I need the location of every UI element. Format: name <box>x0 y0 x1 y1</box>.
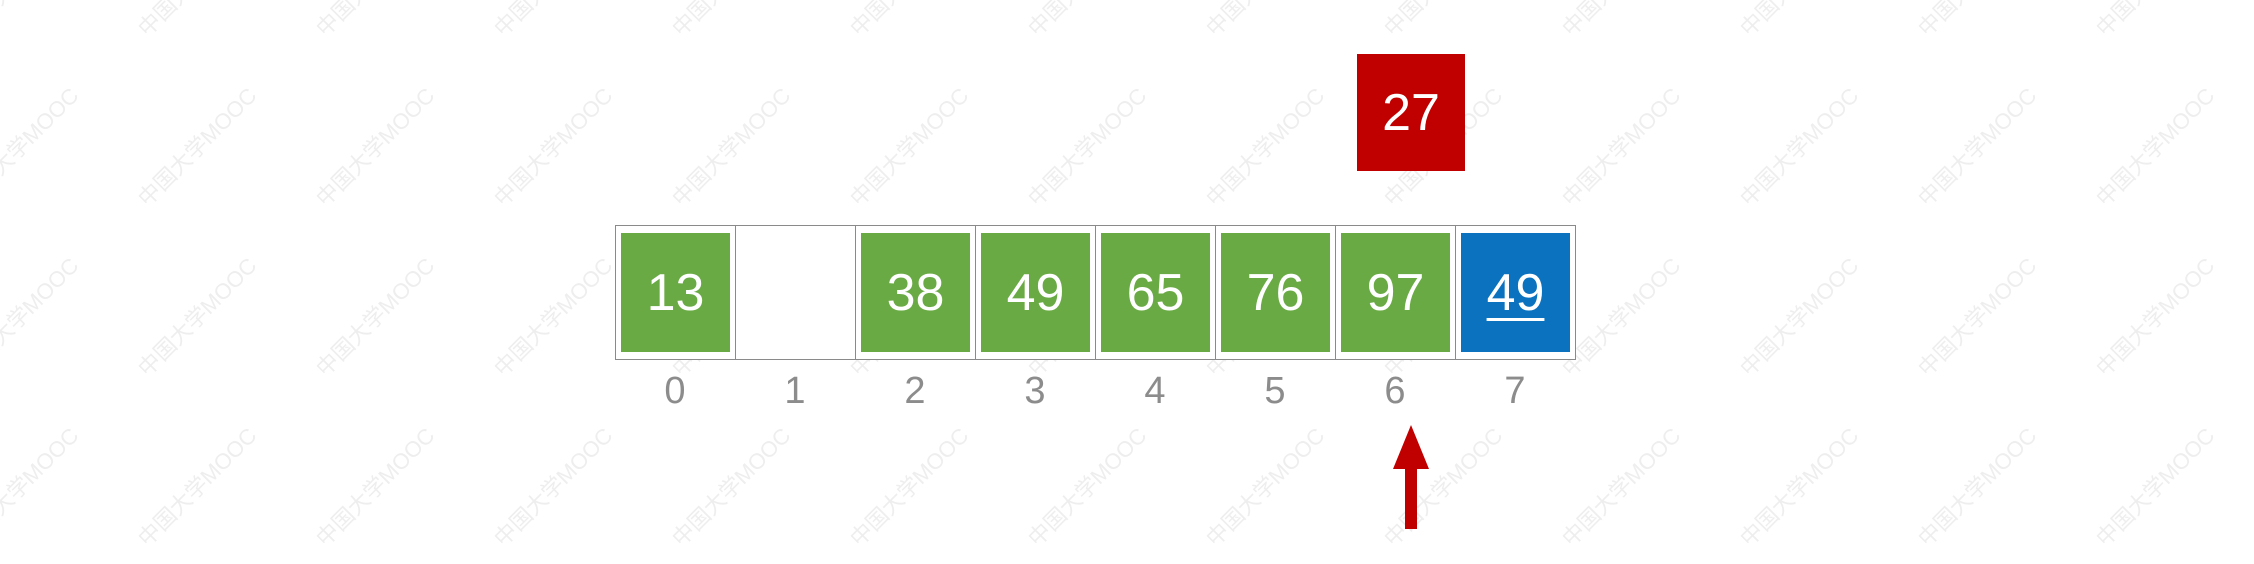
watermark-text: 中国大学MOOC <box>1735 82 1864 212</box>
up-arrow-icon <box>1393 425 1429 529</box>
array-row: 13 38 49 65 76 97 49 <box>615 225 1576 360</box>
watermark-text: 中国大学MOOC <box>1732 0 1865 43</box>
watermark-text: 中国大学MOOC <box>311 252 440 382</box>
array-cell-4: 65 <box>1095 225 1216 360</box>
watermark-text: 中国大学MOOC <box>1735 422 1864 552</box>
index-label: 4 <box>1144 370 1166 412</box>
watermark-text: 中国大学MOOC <box>2088 0 2221 43</box>
array-cell-0: 13 <box>615 225 736 360</box>
watermark-text: 中国大学MOOC <box>2091 422 2220 552</box>
index-label: 1 <box>784 370 806 412</box>
watermark-text: 中国大学MOOC <box>130 0 263 43</box>
element-value: 13 <box>646 263 705 322</box>
watermark-text: 中国大学MOOC <box>1023 82 1152 212</box>
element-box: 49 <box>1461 233 1570 352</box>
element-value: 49 <box>1006 263 1065 322</box>
watermark-text: 中国大学MOOC <box>311 82 440 212</box>
watermark-text: 中国大学MOOC <box>667 422 796 552</box>
index-row: 0 1 2 3 4 5 6 7 <box>615 370 1575 413</box>
array-cell-5: 76 <box>1215 225 1336 360</box>
watermark-text: 中国大学MOOC <box>489 252 618 382</box>
array-cell-7: 49 <box>1455 225 1576 360</box>
watermark-text: 中国大学MOOC <box>1557 82 1686 212</box>
array-cell-2: 38 <box>855 225 976 360</box>
watermark-text: 中国大学MOOC <box>1020 0 1153 43</box>
index-label: 5 <box>1264 370 1286 412</box>
index-label: 0 <box>664 370 686 412</box>
watermark-text: 中国大学MOOC <box>1913 422 2042 552</box>
watermark-text: 中国大学MOOC <box>0 82 84 212</box>
watermark-text: 中国大学MOOC <box>133 252 262 382</box>
watermark-text: 中国大学MOOC <box>0 0 85 43</box>
watermark-text: 中国大学MOOC <box>133 422 262 552</box>
element-value: 76 <box>1246 263 1305 322</box>
watermark-text: 中国大学MOOC <box>311 422 440 552</box>
element-box: 97 <box>1341 233 1450 352</box>
held-value: 27 <box>1382 83 1440 142</box>
array-cell-1 <box>735 225 856 360</box>
watermark-text: 中国大学MOOC <box>133 82 262 212</box>
index-label: 7 <box>1504 370 1526 412</box>
watermark-text: 中国大学MOOC <box>0 422 84 552</box>
watermark-text: 中国大学MOOC <box>1198 0 1331 43</box>
element-box: 76 <box>1221 233 1330 352</box>
watermark-text: 中国大学MOOC <box>486 0 619 43</box>
watermark-text: 中国大学MOOC <box>845 422 974 552</box>
element-value: 49 <box>1486 263 1545 322</box>
watermark-text: 中国大学MOOC <box>1913 252 2042 382</box>
watermark-text: 中国大学MOOC <box>1913 82 2042 212</box>
watermark-text: 中国大学MOOC <box>667 82 796 212</box>
watermark-text: 中国大学MOOC <box>1023 422 1152 552</box>
element-value: 65 <box>1126 263 1185 322</box>
index-label: 2 <box>904 370 926 412</box>
watermark-text: 中国大学MOOC <box>1735 252 1864 382</box>
element-box: 49 <box>981 233 1090 352</box>
watermark-text: 中国大学MOOC <box>0 252 84 382</box>
watermark-text: 中国大学MOOC <box>842 0 975 43</box>
watermark-text: 中国大学MOOC <box>1910 0 2043 43</box>
index-label: 3 <box>1024 370 1046 412</box>
watermark-text: 中国大学MOOC <box>1201 82 1330 212</box>
watermark-text: 中国大学MOOC <box>2091 82 2220 212</box>
element-box <box>741 233 850 352</box>
element-value: 38 <box>886 263 945 322</box>
watermark-text: 中国大学MOOC <box>1554 0 1687 43</box>
watermark-text: 中国大学MOOC <box>489 82 618 212</box>
watermark-text: 中国大学MOOC <box>489 422 618 552</box>
watermark-text: 中国大学MOOC <box>308 0 441 43</box>
watermark-text: 中国大学MOOC <box>1201 422 1330 552</box>
element-value: 97 <box>1366 263 1425 322</box>
index-label: 6 <box>1384 370 1406 412</box>
watermark-text: 中国大学MOOC <box>2091 252 2220 382</box>
element-box: 13 <box>621 233 730 352</box>
watermark-text: 中国大学MOOC <box>1557 422 1686 552</box>
watermark-text: 中国大学MOOC <box>1376 0 1509 43</box>
watermark-text: 中国大学MOOC <box>664 0 797 43</box>
held-element: 27 <box>1357 54 1465 171</box>
array-cell-3: 49 <box>975 225 1096 360</box>
array-cell-6: 97 <box>1335 225 1456 360</box>
watermark-text: 中国大学MOOC <box>845 82 974 212</box>
element-box: 38 <box>861 233 970 352</box>
element-box: 65 <box>1101 233 1210 352</box>
